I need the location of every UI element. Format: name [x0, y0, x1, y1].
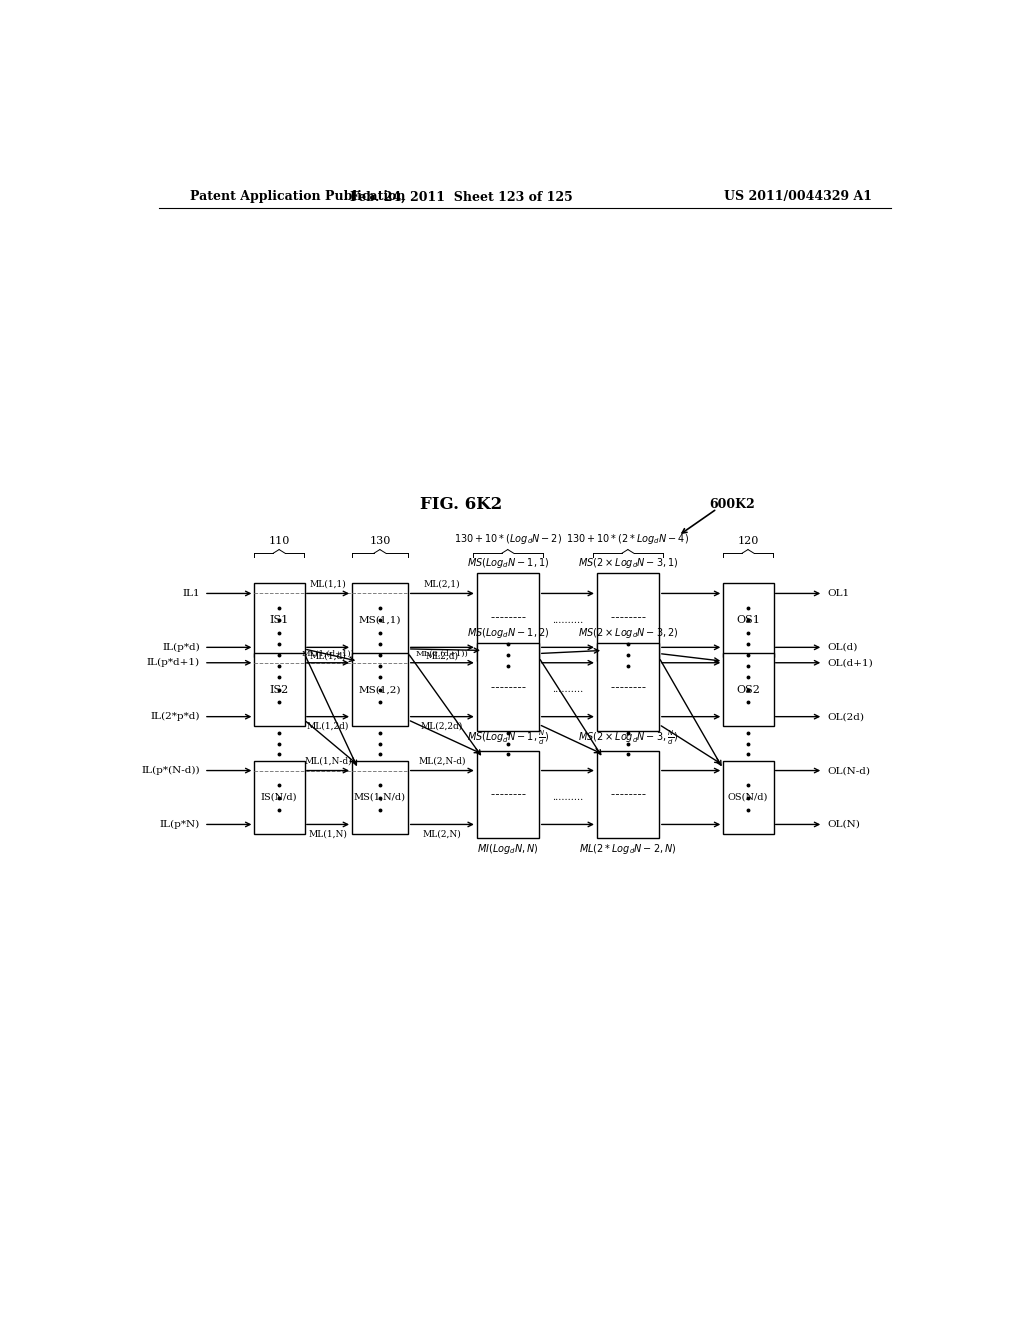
Text: MS(1,1): MS(1,1) [358, 616, 401, 624]
Text: OL1: OL1 [827, 589, 849, 598]
Text: OS2: OS2 [736, 685, 760, 694]
Bar [723, 760, 773, 834]
Text: OS1: OS1 [736, 615, 760, 626]
Text: IL(2*p*d): IL(2*p*d) [151, 711, 200, 721]
Text: OL(2d): OL(2d) [827, 713, 864, 721]
Text: ML(2,N): ML(2,N) [423, 829, 461, 838]
Text: $ML(2*Log_d N-2,N)$: $ML(2*Log_d N-2,N)$ [580, 842, 677, 857]
Text: $MS(Log_d N-1,1)$: $MS(Log_d N-1,1)$ [467, 556, 549, 570]
Text: IS1: IS1 [269, 615, 289, 626]
Text: 110: 110 [268, 536, 290, 545]
Text: IL(p*d): IL(p*d) [163, 643, 200, 652]
Text: IL(p*N): IL(p*N) [160, 820, 200, 829]
Text: OL(N-d): OL(N-d) [827, 766, 870, 775]
Bar [477, 751, 539, 838]
Text: IL1: IL1 [182, 589, 200, 598]
Text: $MS(Log_d N-1,2)$: $MS(Log_d N-1,2)$ [467, 626, 549, 640]
Text: OS(N/d): OS(N/d) [728, 793, 768, 803]
Text: IS2: IS2 [269, 685, 289, 694]
Bar [254, 583, 305, 656]
Text: $MS(2\times Log_d N-3,1)$: $MS(2\times Log_d N-3,1)$ [578, 556, 678, 570]
Text: 130: 130 [370, 536, 390, 545]
Text: $MI(Log_d N,N)$: $MI(Log_d N,N)$ [477, 842, 539, 857]
Text: ML(1,d): ML(1,d) [309, 652, 346, 661]
Text: US 2011/0044329 A1: US 2011/0044329 A1 [724, 190, 872, 203]
Text: $MS(2\times Log_d N-3,\frac{N}{d})$: $MS(2\times Log_d N-3,\frac{N}{d})$ [578, 729, 678, 747]
Bar [597, 573, 658, 661]
Text: ..........: .......... [552, 793, 583, 803]
Text: ML(2,2d): ML(2,2d) [421, 721, 463, 730]
Text: ML(2,N-d): ML(2,N-d) [418, 756, 466, 766]
Text: 120: 120 [737, 536, 759, 545]
Text: ML(2,1): ML(2,1) [424, 579, 460, 589]
Text: ML(1,N-d): ML(1,N-d) [304, 756, 352, 766]
Bar [597, 751, 658, 838]
Text: IL(p*(N-d)): IL(p*(N-d)) [141, 766, 200, 775]
Bar [477, 643, 539, 730]
Text: $130+10*(2*Log_d N-4)$: $130+10*(2*Log_d N-4)$ [566, 532, 689, 545]
Bar [254, 653, 305, 726]
Text: MS(1,2): MS(1,2) [358, 685, 401, 694]
Text: 600K2: 600K2 [710, 499, 755, 511]
Bar [597, 643, 658, 730]
Text: Feb. 24, 2011  Sheet 123 of 125: Feb. 24, 2011 Sheet 123 of 125 [350, 190, 572, 203]
Text: ML(1,2d): ML(1,2d) [307, 721, 349, 730]
Text: $MS(2\times Log_d N-3,2)$: $MS(2\times Log_d N-3,2)$ [578, 626, 678, 640]
Text: ..........: .......... [552, 685, 583, 694]
Bar [723, 583, 773, 656]
Bar [723, 653, 773, 726]
Text: ML(1,(d+1)): ML(1,(d+1)) [301, 651, 354, 659]
Bar [352, 760, 408, 834]
Text: $MS(Log_d N-1,\frac{N}{d})$: $MS(Log_d N-1,\frac{N}{d})$ [467, 729, 549, 747]
Text: FIG. 6K2: FIG. 6K2 [420, 496, 503, 513]
Text: ML(1,1): ML(1,1) [309, 579, 346, 589]
Text: OL(d): OL(d) [827, 643, 857, 652]
Bar [477, 573, 539, 661]
Text: IL(p*d+1): IL(p*d+1) [147, 659, 200, 668]
Text: IS(N/d): IS(N/d) [261, 793, 297, 803]
Text: OL(d+1): OL(d+1) [827, 659, 872, 667]
Text: ML2,d): ML2,d) [425, 652, 459, 661]
Text: ML(1,N): ML(1,N) [308, 829, 347, 838]
Text: Patent Application Publication: Patent Application Publication [190, 190, 406, 203]
Text: OL(N): OL(N) [827, 820, 860, 829]
Text: ML(2,(d+1)): ML(2,(d+1)) [416, 651, 468, 659]
Bar [254, 760, 305, 834]
Text: MS(1,N/d): MS(1,N/d) [354, 793, 406, 803]
Bar [352, 653, 408, 726]
Text: $130+10*(Log_d N-2)$: $130+10*(Log_d N-2)$ [454, 532, 562, 545]
Text: ..........: .......... [552, 616, 583, 624]
Bar [352, 583, 408, 656]
